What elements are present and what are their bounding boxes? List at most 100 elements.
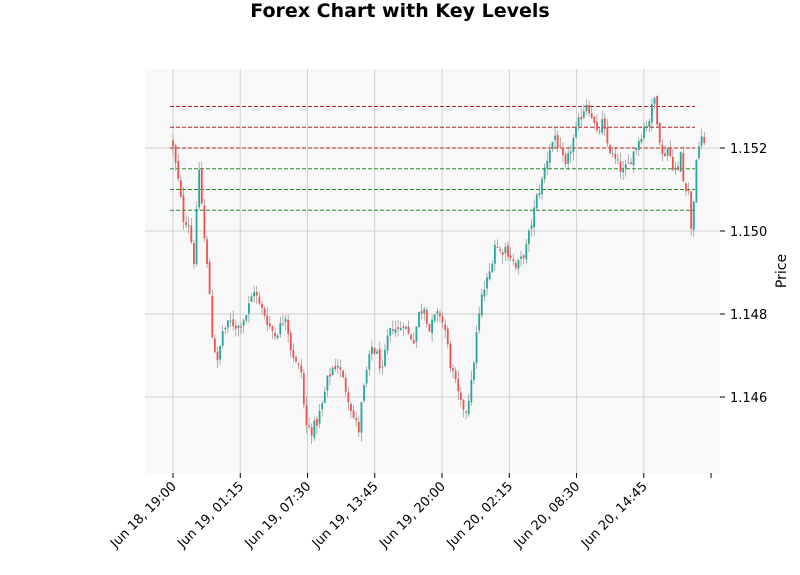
candle-body-down [334,365,337,370]
candle-body-down [185,222,187,226]
candle-body-down [439,312,441,317]
candle-body-up [637,140,640,150]
candle-body-down [342,370,345,378]
candle-body-down [355,418,358,421]
candle-body-down [300,365,303,373]
candle-body-down [274,332,276,337]
candle-body-up [245,315,248,321]
candle-body-down [255,292,258,296]
x-tick-label: Jun 20, 08:30 [511,479,584,552]
candle-body-down [206,239,208,264]
candle-body-down [295,357,297,362]
candle-body-up [483,289,486,297]
candle-body-down [459,392,462,400]
candle-body-down [232,319,235,327]
candle-body-up [227,320,229,328]
candle-body-down [193,243,195,265]
candle-body-down [177,161,180,179]
candle-body-down [316,418,318,426]
candle-body-up [394,329,397,333]
candle-body-down [598,130,601,132]
candle-body-up [418,311,420,328]
candle-body-up [331,367,334,376]
candle-body-down [658,122,661,143]
x-tick-label: Jun 19, 13:45 [309,479,382,552]
candle-body-up [651,104,653,123]
candle-body-up [653,97,656,104]
candle-body-down [559,145,562,147]
candle-body-down [606,127,609,144]
candle-body-up [480,294,483,316]
candle-body-down [656,96,659,125]
candle-body-down [352,410,355,418]
candle-body-up [679,151,682,172]
candle-body-down [661,144,664,155]
candle-body-up [475,332,478,363]
candle-body-down [329,374,331,377]
candle-body-down [441,316,444,323]
candle-body-down [347,392,350,403]
candle-body-up [415,326,418,342]
candle-body-up [279,323,282,335]
candle-body-up [360,402,363,433]
candle-body-down [449,344,452,368]
y-axis: 1.146 1.148 1.150 1.152 [720,142,767,406]
candle-body-up [431,319,433,334]
candle-body-down [172,140,174,147]
candle-body-up [423,308,426,314]
candle-body-up [640,138,643,143]
candle-body-up [546,161,549,169]
candle-body-up [491,263,494,273]
candle-body-down [522,255,525,258]
candle-body-up [405,326,407,329]
candle-body-up [541,178,543,195]
candle-body-down [462,400,465,410]
candle-body-down [603,118,606,129]
candle-body-down [556,134,559,148]
candle-body-down [428,324,431,332]
candle-body-up [376,351,379,354]
candle-body-down [373,347,376,354]
candle-body-up [488,271,491,280]
candle-body-down [240,326,242,328]
candle-body-up [666,148,669,156]
candle-body-up [632,151,635,166]
candle-body-down [687,190,690,192]
candle-body-up [504,246,507,254]
candle-body-down [590,113,593,119]
x-tick-label: Jun 19, 01:15 [174,479,247,552]
candle-body-down [397,327,399,330]
candle-body-up [611,152,614,154]
candle-body-down [305,405,308,425]
candle-body-up [253,291,256,297]
candle-body-up [582,111,585,118]
candle-body-down [619,161,622,172]
candle-body-down [499,249,502,251]
candle-body-down [213,338,216,352]
candle-body-up [384,349,386,366]
candle-body-down [287,319,290,334]
candle-body-up [692,201,695,230]
candle-body-up [433,314,436,322]
candle-body-up [276,335,279,339]
candle-body-up [700,136,703,146]
candle-body-up [336,365,339,368]
candle-body-down [685,183,687,192]
candle-body-up [567,152,570,164]
candle-body-down [263,308,266,316]
candle-body-down [580,116,583,120]
candle-body-up [643,127,645,139]
candle-body-up [486,277,488,289]
candle-body-up [535,194,538,209]
y-tick-label: 1.152 [730,142,767,157]
candle-body-up [554,135,556,140]
candle-body-down [630,162,632,165]
candle-body-down [216,351,219,361]
candle-body-down [190,225,193,243]
candle-body-up [635,148,638,151]
candle-body-down [614,153,617,159]
candle-body-up [698,146,700,159]
x-tick-label: Jun 20, 02:15 [443,479,516,552]
candle-body-up [695,159,698,203]
candle-body-up [616,159,619,161]
